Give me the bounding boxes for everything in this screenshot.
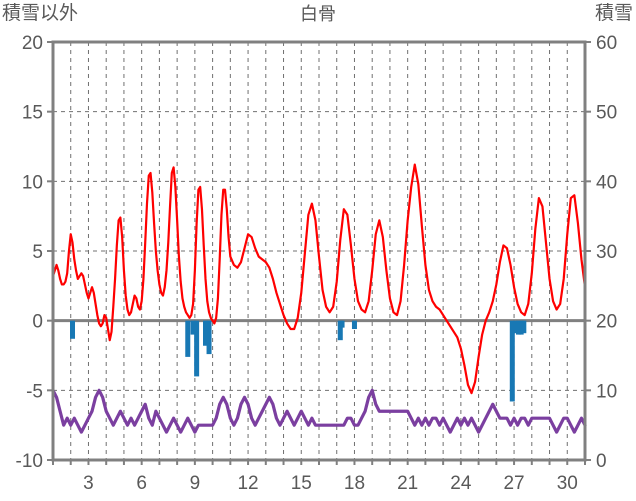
y-tick-label-right: 0 — [596, 451, 607, 472]
snowfall-bar — [518, 320, 524, 335]
y-tick-label-right: 10 — [596, 381, 617, 402]
y-tick-label-right: 50 — [596, 103, 617, 124]
y-tick-label-left: 20 — [22, 33, 43, 54]
snowfall-bar — [337, 320, 343, 341]
axis-tick-labels: -10 -5 0 5 10 15 20 0 10 20 30 40 50 60 3 6 9 12 15 18 21 24 2… — [16, 33, 618, 494]
x-tick-label: 9 — [190, 473, 201, 494]
snow-depth-line-series — [51, 388, 587, 434]
snowfall-bar — [521, 320, 527, 334]
y-tick-label-left: -5 — [26, 381, 43, 402]
snowfall-bar — [206, 320, 212, 355]
snowfall-bar — [516, 320, 521, 335]
snowfall-bar — [203, 320, 209, 346]
x-tick-label: 27 — [503, 473, 524, 494]
y-tick-label-left: -10 — [16, 451, 43, 472]
axis-ticks — [47, 41, 591, 465]
y-tick-label-right: 20 — [596, 312, 617, 333]
snowfall-bar — [509, 320, 515, 402]
y-tick-label-right: 60 — [596, 33, 617, 54]
y-tick-label-left: 10 — [22, 172, 43, 193]
x-tick-label: 15 — [291, 473, 312, 494]
snowfall-bar — [513, 320, 519, 334]
temperature-line — [51, 163, 587, 395]
snow-depth-line — [51, 388, 587, 434]
right-axis-unit-label: 積雪 — [594, 3, 633, 24]
x-tick-label: 21 — [397, 473, 418, 494]
snowfall-bar-series — [70, 320, 527, 402]
x-tick-label: 3 — [83, 473, 94, 494]
x-tick-label: 6 — [136, 473, 147, 494]
chart-title: 白骨 — [300, 4, 336, 24]
x-tick-label: 24 — [450, 473, 472, 494]
snowfall-bar — [190, 320, 196, 335]
snowfall-bar — [351, 320, 357, 330]
x-tick-label: 18 — [344, 473, 365, 494]
snowfall-bar — [339, 320, 345, 328]
y-tick-label-left: 15 — [22, 103, 43, 124]
snowfall-bar — [185, 320, 191, 357]
y-tick-label-left: 5 — [32, 242, 43, 263]
snowfall-bar — [70, 320, 76, 339]
y-tick-label-right: 30 — [596, 242, 617, 263]
left-axis-unit-label: 積雪以外 — [2, 3, 79, 24]
snowfall-bar — [194, 320, 200, 377]
temperature-line-series — [51, 163, 587, 395]
y-tick-label-left: 0 — [32, 312, 43, 333]
y-tick-label-right: 40 — [596, 172, 617, 193]
x-tick-label: 12 — [237, 473, 258, 494]
x-tick-label: 30 — [557, 473, 578, 494]
